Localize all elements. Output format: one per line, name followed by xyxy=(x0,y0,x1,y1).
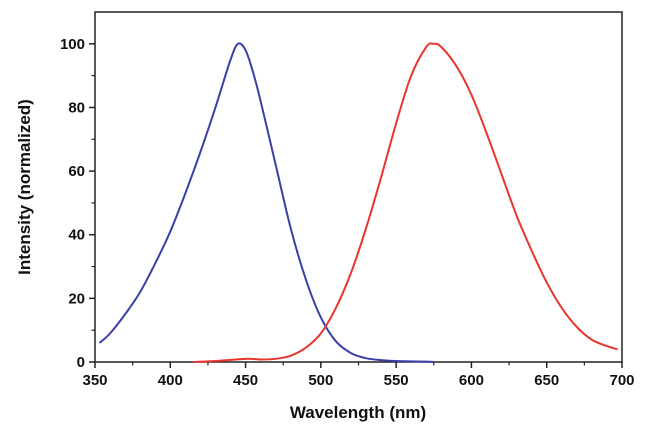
x-axis-title: Wavelength (nm) xyxy=(290,403,426,422)
y-tick-label: 0 xyxy=(77,354,85,371)
x-tick-label: 500 xyxy=(308,372,333,389)
x-tick-label: 450 xyxy=(233,372,258,389)
x-axis: 350 400 450 500 550 600 650 700 xyxy=(82,362,635,389)
y-tick-label: 80 xyxy=(68,99,85,116)
x-tick-label: 400 xyxy=(158,372,183,389)
series-layer xyxy=(98,42,618,363)
x-tick-label: 650 xyxy=(534,372,559,389)
x-tick-label: 350 xyxy=(82,372,107,389)
y-tick-label: 40 xyxy=(68,227,85,244)
y-tick-label: 60 xyxy=(68,163,85,180)
series-line-red-emission xyxy=(192,42,618,363)
x-tick-label: 600 xyxy=(459,372,484,389)
y-tick-label: 100 xyxy=(60,36,85,53)
y-axis: 0 20 40 60 80 100 xyxy=(60,36,95,371)
series-line-blue-emission xyxy=(98,42,434,363)
x-tick-label: 550 xyxy=(384,372,409,389)
x-tick-label: 700 xyxy=(609,372,634,389)
y-tick-label: 20 xyxy=(68,290,85,307)
plot-frame xyxy=(94,11,623,363)
y-axis-title: Intensity (normalized) xyxy=(15,99,34,275)
